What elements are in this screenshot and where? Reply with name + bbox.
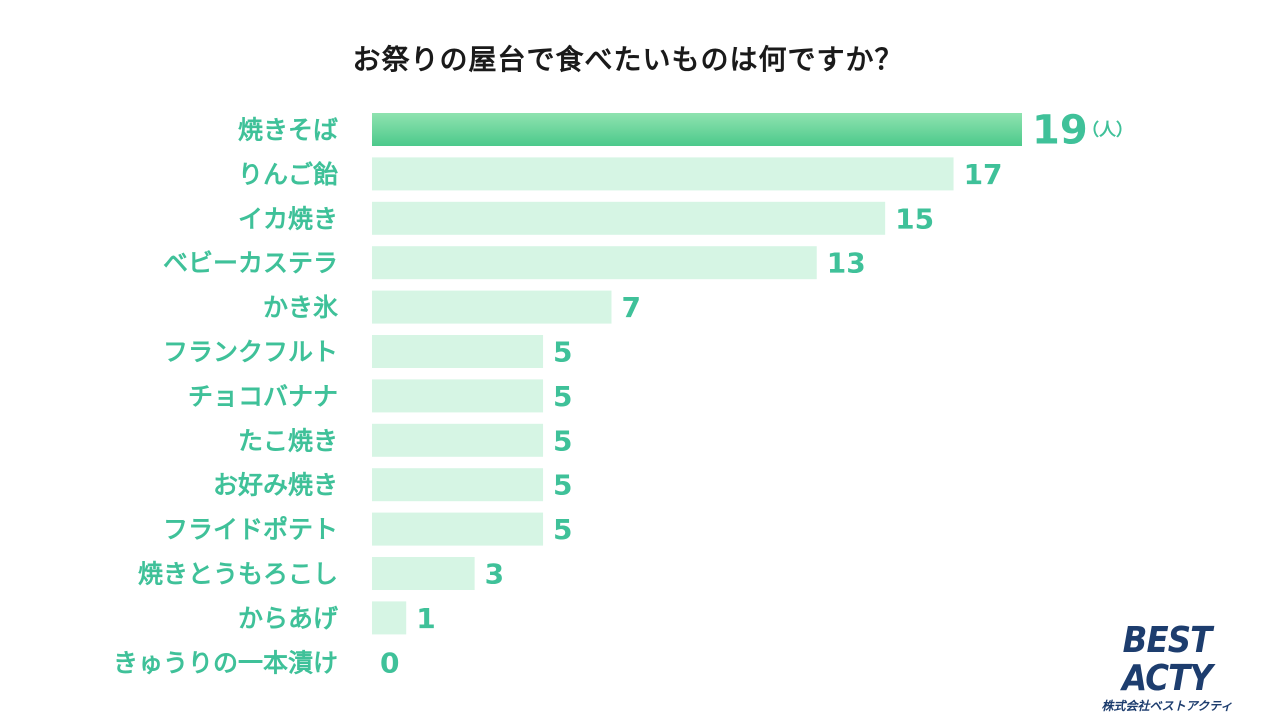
category-label: 焼きそば — [238, 116, 338, 145]
chart-title: お祭りの屋台で食べたいものは何ですか？ — [352, 43, 904, 76]
category-label: 焼きとうもろこし — [138, 560, 338, 589]
value-label: 5 — [553, 380, 572, 413]
value-labels: 19（人） 17 15 13 7 5 5 5 5 5 3 10 — [380, 108, 1133, 680]
bar-6 — [372, 335, 544, 368]
bar-12 — [372, 601, 407, 635]
category-label: からあげ — [238, 604, 339, 633]
category-label: きゅうりの一本漬け — [113, 648, 338, 677]
value-label: 19 — [1032, 108, 1088, 154]
bar-2 — [372, 157, 954, 191]
value-label: 5 — [553, 469, 572, 502]
bar-11 — [372, 557, 475, 590]
category-label: ベビーカステラ — [163, 249, 338, 278]
category-labels: 焼きそばりんご飴イカ焼きベビーカステラかき氷フランクフルトチョコバナナたこ焼きお… — [113, 116, 339, 678]
category-label: お好み焼き — [213, 471, 338, 500]
category-label: フライドポテト — [163, 515, 338, 544]
best-acty-logo: BEST ACTY 株式会社ベストアクティ — [1072, 622, 1262, 714]
value-label: 5 — [553, 424, 572, 457]
category-label: フランクフルト — [163, 338, 338, 367]
logo-name: BEST ACTY — [1122, 620, 1213, 699]
value-label: 5 — [553, 513, 572, 546]
bar-3 — [372, 201, 886, 235]
bar-7 — [372, 379, 544, 413]
bar-4 — [372, 246, 817, 280]
category-label: イカ焼き — [238, 204, 338, 233]
category-label: たこ焼き — [238, 426, 338, 455]
category-label: チョコバナナ — [188, 382, 338, 411]
value-label: 0 — [380, 646, 399, 679]
value-label: 3 — [485, 558, 504, 591]
value-label: 7 — [621, 291, 640, 324]
category-label: りんご飴 — [238, 160, 338, 189]
value-label: 1 — [416, 602, 435, 635]
value-label: 5 — [553, 336, 572, 369]
bar-9 — [372, 468, 544, 502]
category-label: かき氷 — [263, 293, 339, 322]
bar-1 — [372, 113, 1022, 146]
bar-5 — [372, 290, 612, 324]
value-label: 15 — [895, 202, 934, 235]
value-label: 17 — [964, 158, 1003, 191]
bar-10 — [372, 512, 544, 546]
logo-subtitle: 株式会社ベストアクティ — [1101, 699, 1233, 713]
bars-layer — [372, 113, 1022, 635]
unit-label: （人） — [1082, 120, 1133, 141]
bar-8 — [372, 423, 544, 457]
value-label: 13 — [827, 247, 866, 280]
